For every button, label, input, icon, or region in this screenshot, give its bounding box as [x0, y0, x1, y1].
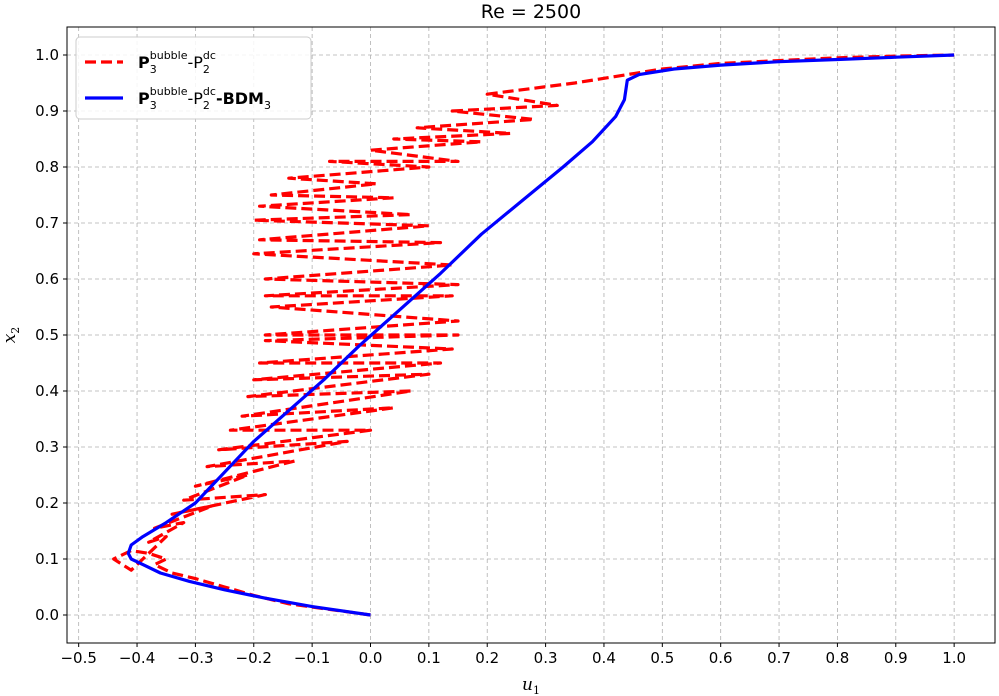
- legend-text-part: P: [138, 53, 150, 72]
- legend-text-part: 3: [264, 99, 271, 112]
- x-tick-label: 0.4: [592, 649, 616, 667]
- axis-ticks: −0.5 −0.4 −0.3 −0.2 −0.1 0.0 0.1 0.2 0.3 0.4 0.5 0.…: [35, 46, 966, 667]
- x-tick-label: 0.3: [534, 649, 558, 667]
- legend-text-part: P: [138, 89, 150, 108]
- legend-text-part: -P: [187, 53, 203, 72]
- series-line-2: [126, 53, 955, 617]
- legend-text-part: bubble: [150, 49, 188, 62]
- y-tick-label: 0.2: [35, 494, 59, 512]
- legend-text-part: 3: [150, 99, 157, 112]
- y-axis-label: x2: [0, 327, 22, 344]
- x-tick-label: 1.0: [942, 649, 966, 667]
- x-tick-label: −0.4: [119, 649, 155, 667]
- legend-entry-2: Pbubble 3 -Pdc 2 -BDM3: [138, 85, 271, 112]
- x-tick-label: 0.5: [650, 649, 674, 667]
- x-tick-label: 0.9: [884, 649, 908, 667]
- x-tick-label: 0.0: [359, 649, 383, 667]
- y-tick-label: 0.9: [35, 102, 59, 120]
- y-tick-label: 0.3: [35, 438, 59, 456]
- legend-text-part: dc: [203, 85, 216, 98]
- x-tick-label: 0.6: [709, 649, 733, 667]
- x-tick-label: 0.7: [767, 649, 791, 667]
- x-tick-label: 0.1: [417, 649, 441, 667]
- legend-text-part: -P: [187, 89, 203, 108]
- y-tick-label: 1.0: [35, 46, 59, 64]
- x-tick-label: 0.8: [825, 649, 849, 667]
- y-tick-label: 0.4: [35, 382, 59, 400]
- y-tick-label: 0.6: [35, 270, 59, 288]
- x-tick-label: 0.2: [475, 649, 499, 667]
- x-tick-label: −0.2: [236, 649, 272, 667]
- y-tick-label: 0.8: [35, 158, 59, 176]
- x-tick-label: −0.5: [60, 649, 96, 667]
- x-tick-label: −0.1: [294, 649, 330, 667]
- grid: [67, 27, 995, 643]
- y-tick-label: 0.5: [35, 326, 59, 344]
- legend-box: [75, 36, 312, 120]
- series-line-1: [112, 53, 955, 617]
- legend-text-part: -BDM: [216, 89, 264, 108]
- chart-title: Re = 2500: [481, 1, 581, 23]
- series-lines: [112, 53, 955, 617]
- y-tick-label: 0.7: [35, 214, 59, 232]
- y-tick-label: 0.0: [35, 606, 59, 624]
- legend-text-part: bubble: [150, 85, 188, 98]
- legend-text-part: dc: [203, 49, 216, 62]
- legend-text-part: 3: [150, 63, 157, 76]
- legend-text-part: 2: [203, 63, 210, 76]
- x-tick-label: −0.3: [177, 649, 213, 667]
- x-axis-label: u1: [522, 675, 540, 696]
- y-tick-label: 0.1: [35, 550, 59, 568]
- legend-entry-1: Pbubble 3 -Pdc 2: [138, 49, 216, 76]
- legend-text-part: 2: [203, 99, 210, 112]
